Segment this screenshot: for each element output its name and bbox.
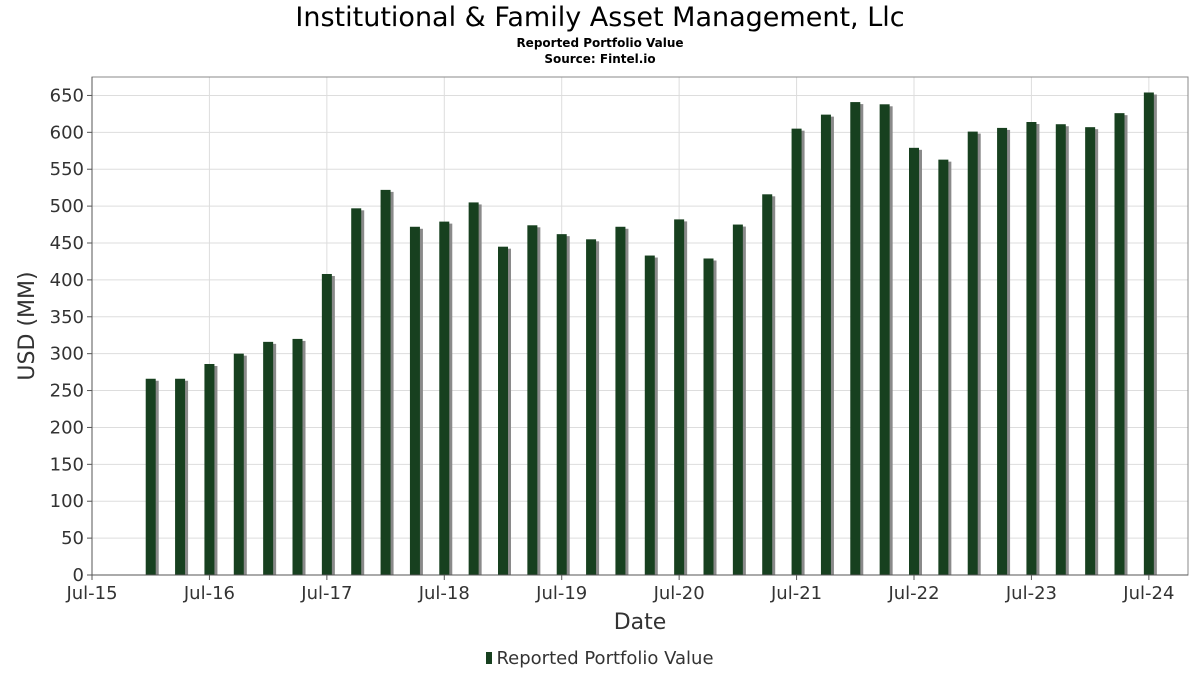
bar xyxy=(380,189,391,575)
bar xyxy=(498,246,508,575)
y-tick-label: 600 xyxy=(50,122,84,143)
bar xyxy=(967,131,978,575)
bar xyxy=(615,226,626,575)
x-tick-labels: Jul-15 Jul-16 Jul-17 Jul-18 Jul-19 Jul-20 Jul-… xyxy=(65,583,1174,604)
plot-area-frame xyxy=(91,76,1189,576)
y-tick-label: 500 xyxy=(50,196,84,217)
y-tick-label: 250 xyxy=(50,381,84,402)
bar xyxy=(879,104,890,575)
y-tick-label: 200 xyxy=(50,417,84,438)
x-tick-label: Jul-15 xyxy=(65,583,117,604)
x-tick-label: Jul-23 xyxy=(1005,583,1057,604)
bar xyxy=(263,341,274,575)
x-tick-label: Jul-21 xyxy=(770,583,822,604)
y-tick-label: 550 xyxy=(50,159,84,180)
bar xyxy=(791,128,802,575)
y-tick-label: 400 xyxy=(50,270,84,291)
y-tick-label: 450 xyxy=(50,233,84,254)
y-tick-label: 350 xyxy=(50,307,84,328)
x-tick-label: Jul-16 xyxy=(183,583,235,604)
bar xyxy=(527,225,538,575)
bar xyxy=(321,273,332,575)
grid-lines xyxy=(91,77,1188,576)
bar xyxy=(409,226,420,575)
bar xyxy=(1143,92,1154,575)
bar xyxy=(586,239,597,576)
y-tick-label: 300 xyxy=(50,344,84,365)
bar xyxy=(732,224,743,576)
bar xyxy=(233,353,244,575)
x-tick-label: Jul-19 xyxy=(535,583,587,604)
y-tick-label: 150 xyxy=(50,454,84,475)
bar xyxy=(644,255,655,575)
bar xyxy=(938,159,949,575)
chart-subtitle: Reported Portfolio Value xyxy=(516,36,684,50)
x-tick-label: Jul-18 xyxy=(418,583,470,604)
bars xyxy=(145,92,1157,576)
y-axis-title: USD (MM) xyxy=(15,271,40,380)
y-tick-label: 650 xyxy=(50,85,84,106)
bar xyxy=(1026,122,1037,575)
bar xyxy=(850,102,861,575)
legend-swatch xyxy=(486,652,493,664)
x-tick-label: Jul-22 xyxy=(887,583,939,604)
y-tick-labels: 0 50 100 150 200 250 300 350 400 450 500 550 600 650 xyxy=(50,85,84,586)
axes xyxy=(87,77,1188,580)
bar xyxy=(468,202,479,575)
bar xyxy=(762,194,773,575)
bar xyxy=(556,234,567,575)
x-tick-label: Jul-20 xyxy=(653,583,705,604)
x-axis-title: Date xyxy=(614,610,667,635)
bar xyxy=(820,114,831,576)
bar xyxy=(674,219,685,575)
bar xyxy=(351,208,362,575)
legend: Reported Portfolio Value xyxy=(0,648,1200,669)
bar xyxy=(1114,113,1125,575)
chart-source: Source: Fintel.io xyxy=(544,52,656,66)
y-tick-label: 100 xyxy=(50,491,84,512)
bar xyxy=(175,378,186,575)
bar xyxy=(909,147,919,575)
bar xyxy=(204,363,215,575)
x-tick-label: Jul-24 xyxy=(1122,583,1174,604)
chart-title: Institutional & Family Asset Management,… xyxy=(295,2,905,33)
bar xyxy=(997,127,1008,575)
bar xyxy=(703,258,714,575)
bar xyxy=(1055,124,1066,576)
bar xyxy=(292,338,303,575)
bar xyxy=(145,378,156,575)
bar xyxy=(439,221,450,576)
y-tick-label: 50 xyxy=(61,528,84,549)
bar xyxy=(1085,127,1096,576)
legend-label: Reported Portfolio Value xyxy=(496,648,714,669)
y-tick-label: 0 xyxy=(73,565,84,586)
x-tick-label: Jul-17 xyxy=(300,583,352,604)
